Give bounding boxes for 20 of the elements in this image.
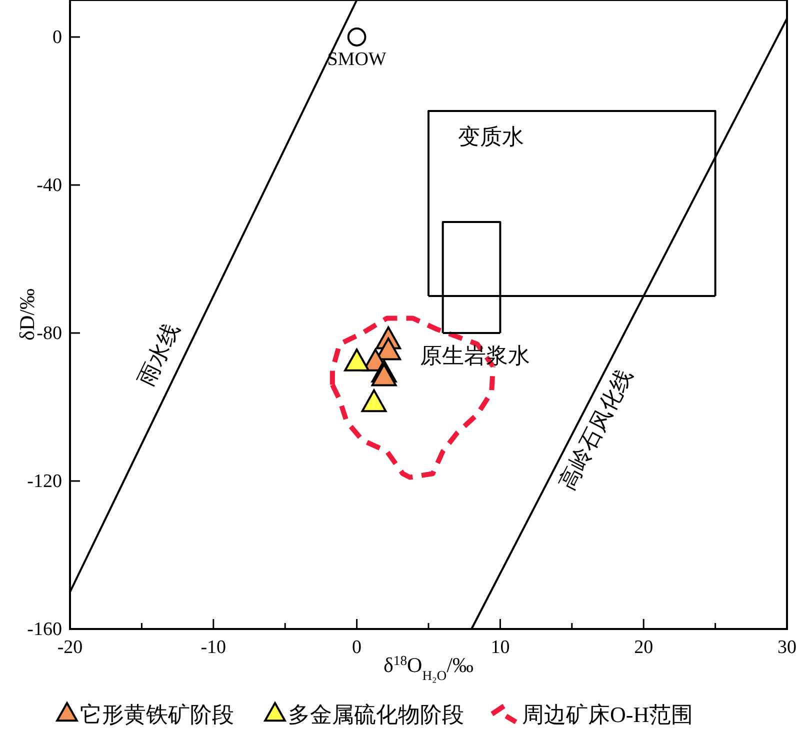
annotation: 雨水线 — [133, 319, 184, 390]
annotation: 高岭石风化线 — [554, 364, 638, 494]
annotation: 变质水 — [458, 124, 524, 149]
x-tick-label: 0 — [352, 637, 362, 658]
y-tick-label: -80 — [36, 323, 62, 344]
y-tick-label: -160 — [27, 619, 62, 640]
x-axis-title: δ$^{18}$O$_{H₂O}$/‰ — [383, 652, 474, 682]
x-tick-label: 30 — [778, 637, 796, 658]
x-tick-label: 20 — [634, 637, 654, 658]
x-tick-label: 10 — [490, 637, 510, 658]
y-tick-label: -120 — [27, 471, 62, 492]
y-tick-label: 0 — [52, 27, 62, 48]
x-tick-label: -10 — [200, 637, 226, 658]
x-tick-label: -20 — [57, 637, 83, 658]
legend-label: 它形黄铁矿阶段 — [80, 702, 234, 727]
legend-label: 多金属硫化物阶段 — [288, 702, 464, 727]
legend-label: 周边矿床O-H范围 — [522, 702, 694, 727]
annotation: 原生岩浆水 — [420, 343, 530, 368]
annotation: SMOW — [327, 49, 386, 70]
y-tick-label: -40 — [36, 175, 62, 196]
